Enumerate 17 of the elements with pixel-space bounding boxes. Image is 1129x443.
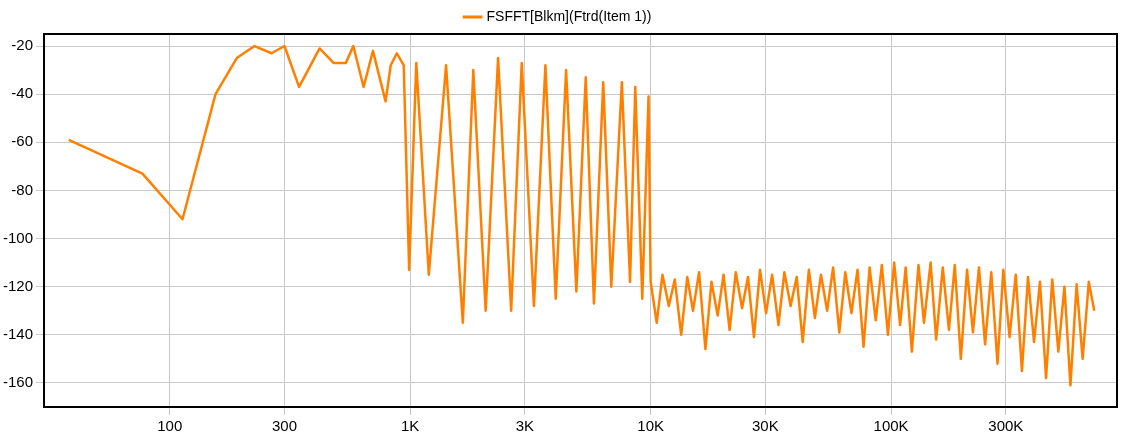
x-tick-label: 300K (988, 417, 1024, 435)
y-tick-label: -60 (11, 132, 34, 150)
x-tick-label: 3K (515, 417, 535, 435)
y-tick-label: -80 (11, 180, 34, 198)
x-tick-label: 300 (271, 417, 297, 435)
y-tick-label: -40 (11, 84, 34, 102)
legend-label: FSFFT[Blkm](Ftrd(Item 1)) (486, 7, 652, 24)
y-tick-label: -140 (2, 324, 34, 342)
x-tick-label: 100 (157, 417, 183, 435)
y-tick-label: -20 (11, 36, 34, 54)
x-tick-label: 10K (637, 417, 664, 435)
x-tick-label: 30K (752, 417, 779, 435)
y-tick-label: -120 (2, 276, 34, 294)
x-tick-label: 100K (873, 417, 909, 435)
y-tick-label: -160 (2, 373, 34, 391)
y-tick-label: -100 (2, 228, 34, 246)
x-tick-label: 1K (401, 417, 420, 435)
